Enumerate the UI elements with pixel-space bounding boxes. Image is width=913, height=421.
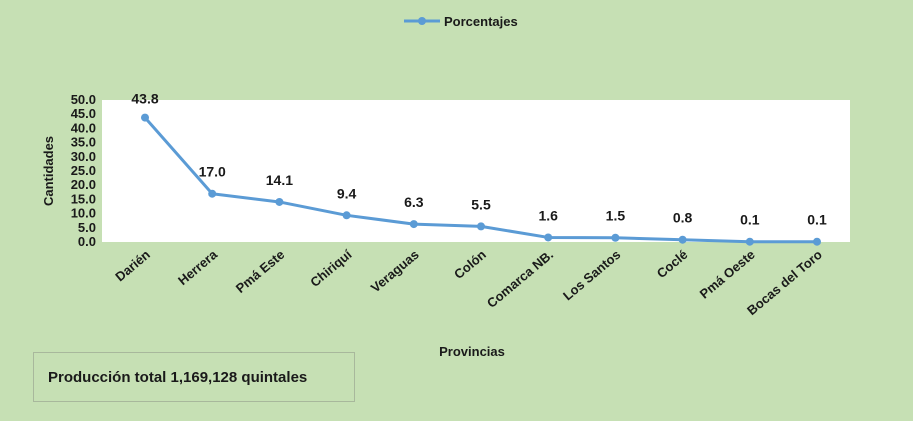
x-tick-label: Darién [112,247,153,285]
data-label: 0.8 [673,210,693,226]
plot-area [102,100,850,242]
y-tick-label: 45.0 [71,106,96,121]
x-tick-label: Comarca NB. [484,247,556,311]
data-point [544,233,553,242]
data-label: 14.1 [266,172,293,188]
data-point [409,220,418,229]
x-tick-label: Coclé [654,247,691,281]
x-tick-label: Pmá Este [233,247,287,296]
data-point [678,235,687,244]
legend-label: Porcentajes [444,14,518,29]
y-axis-title: Cantidades [41,136,56,206]
data-labels: 43.8 17.0 14.1 9.4 6.3 5.5 1.6 1.5 0.8 0.1 0.1 [131,91,827,228]
data-label: 6.3 [404,194,424,210]
y-tick-label: 10.0 [71,206,96,221]
data-point [477,222,485,231]
data-point [813,237,821,246]
data-points [141,113,821,246]
y-tick-label: 0.0 [78,234,96,249]
y-tick-label: 15.0 [71,191,96,206]
y-tick-label: 20.0 [71,177,96,192]
x-tick-label: Colón [451,247,489,282]
x-tick-label: Pmá Oeste [697,247,758,302]
y-tick-label: 35.0 [71,135,96,150]
legend: Porcentajes [404,14,518,29]
data-point [611,233,620,242]
data-label: 17.0 [199,164,226,180]
data-point [141,113,149,122]
data-label: 9.4 [337,185,357,201]
x-tick-label: Herrera [175,246,221,288]
data-point [745,237,754,246]
y-ticks: 0.05.010.015.020.025.030.035.040.045.050… [71,92,96,249]
y-tick-label: 40.0 [71,120,96,135]
x-axis-title: Provincias [439,344,505,359]
data-label: 1.5 [606,208,626,224]
legend-marker [418,17,426,25]
data-label: 0.1 [807,212,827,228]
data-label: 5.5 [471,196,491,212]
x-tick-label: Veraguas [368,247,422,296]
x-ticks: Darién Herrera Pmá Este Chiriquí Veraguas Col… [112,246,825,318]
production-note: Producción total 1,169,128 quintales [48,368,308,386]
data-label: 1.6 [538,207,558,223]
y-tick-label: 5.0 [78,220,96,235]
data-point [275,197,284,206]
y-tick-label: 50.0 [71,92,96,107]
data-point [208,189,217,198]
x-tick-label: Los Santos [560,247,623,304]
y-tick-label: 25.0 [71,163,96,178]
x-tick-label: Chiriquí [307,247,355,290]
production-note-box: Producción total 1,169,128 quintales [33,352,355,402]
data-label: 43.8 [131,91,158,107]
data-point [342,211,351,220]
y-tick-label: 30.0 [71,149,96,164]
data-label: 0.1 [740,212,760,228]
